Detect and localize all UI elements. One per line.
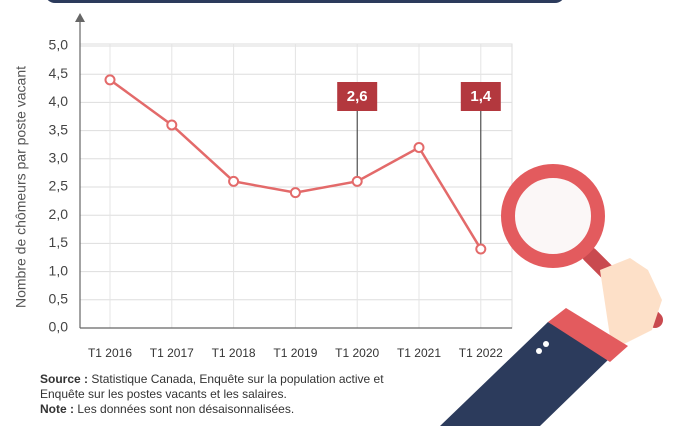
y-tick-label: 3,5: [49, 121, 69, 137]
x-tick-label: T1 2022: [459, 346, 503, 360]
y-axis-label: Nombre de chômeurs par poste vacant: [13, 66, 29, 308]
header-bar: [47, 0, 563, 3]
note-text: Les données sont non désaisonnalisées.: [77, 402, 295, 416]
marker: [104, 74, 116, 86]
y-tick-label: 4,0: [49, 93, 69, 109]
y-tick-label: 4,5: [49, 65, 69, 81]
footnote: Source : Statistique Canada, Enquête sur…: [40, 372, 412, 417]
y-tick-label: 1,5: [49, 234, 69, 250]
y-tick-label: 3,0: [49, 150, 69, 166]
y-tick-label: 0,0: [49, 319, 69, 335]
y-axis-arrow: [75, 13, 85, 22]
data-label: 2,6: [347, 88, 368, 105]
callout-box: [337, 82, 378, 111]
source-text: Statistique Canada, Enquête sur la popul…: [40, 372, 384, 401]
marker: [475, 243, 487, 255]
marker: [289, 187, 301, 199]
marker: [166, 119, 178, 131]
y-tick-label: 0,5: [49, 291, 69, 307]
marker: [228, 175, 240, 187]
x-tick-label: T1 2018: [212, 346, 256, 360]
x-tick-label: T1 2017: [150, 346, 194, 360]
x-tick-label: T1 2021: [397, 346, 441, 360]
y-tick-label: 5,0: [49, 37, 69, 53]
marker: [351, 175, 363, 187]
note-label: Note :: [40, 402, 74, 416]
x-tick-label: T1 2016: [88, 346, 132, 360]
y-tick-label: 1,0: [49, 262, 69, 278]
marker: [413, 142, 425, 154]
y-tick-label: 2,0: [49, 206, 69, 222]
plot: 0,0 0,5 1,0 1,5 2,0 2,5 3,0 3,5 4,0 4,5 5,0 T1 2016…: [49, 13, 513, 360]
x-tick-label: T1 2020: [335, 346, 379, 360]
illustration: [440, 164, 663, 426]
plot-frame: [79, 43, 513, 329]
source-label: Source :: [40, 372, 89, 386]
callout-box: [460, 82, 501, 111]
data-label: 1,4: [470, 88, 492, 105]
y-tick-label: 2,5: [49, 178, 69, 194]
x-tick-label: T1 2019: [273, 346, 317, 360]
